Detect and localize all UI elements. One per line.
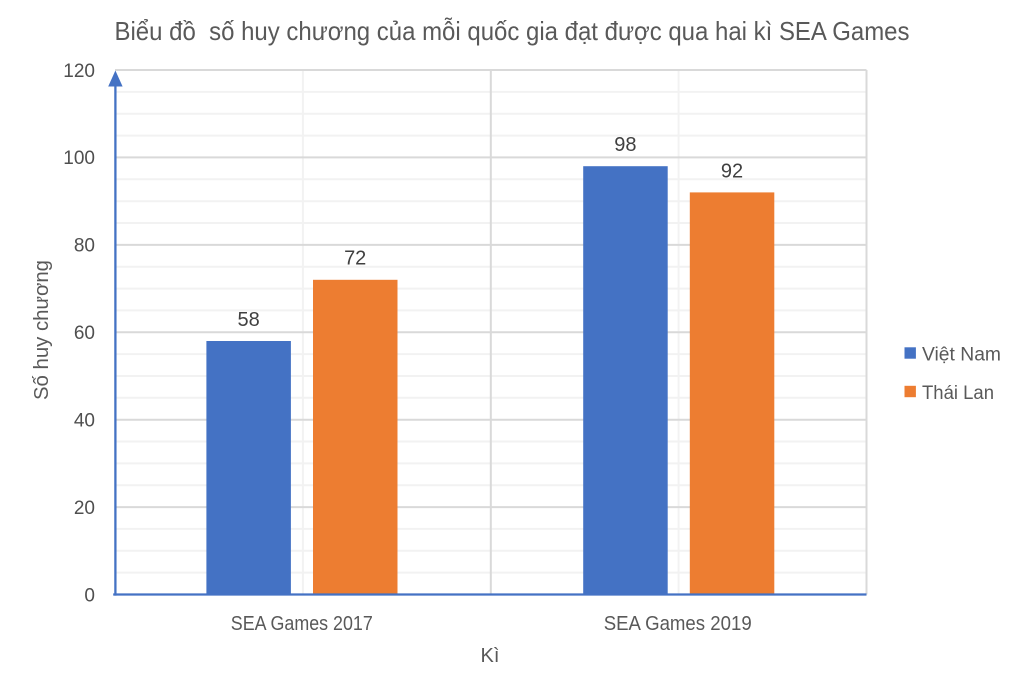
svg-text:Việt Nam: Việt Nam — [922, 345, 1001, 366]
svg-text:Thái Lan: Thái Lan — [922, 383, 994, 404]
svg-text:98: 98 — [614, 134, 636, 156]
svg-text:58: 58 — [237, 309, 259, 331]
svg-text:120: 120 — [63, 61, 95, 82]
svg-text:Biểu đồ số huy chương của mỗi: Biểu đồ số huy chương của mỗi quốc gia đ… — [115, 16, 910, 46]
svg-text:100: 100 — [63, 148, 95, 169]
svg-text:SEA Games 2017: SEA Games 2017 — [231, 613, 373, 635]
svg-text:20: 20 — [74, 498, 95, 519]
svg-text:0: 0 — [84, 585, 95, 606]
svg-text:Kì: Kì — [481, 645, 500, 667]
svg-text:72: 72 — [344, 248, 366, 270]
svg-text:40: 40 — [74, 411, 95, 432]
svg-text:SEA Games 2019: SEA Games 2019 — [604, 613, 752, 635]
svg-text:Số huy chương: Số huy chương — [31, 260, 53, 400]
svg-text:60: 60 — [74, 323, 95, 344]
svg-text:80: 80 — [74, 236, 95, 257]
svg-text:92: 92 — [721, 160, 743, 182]
